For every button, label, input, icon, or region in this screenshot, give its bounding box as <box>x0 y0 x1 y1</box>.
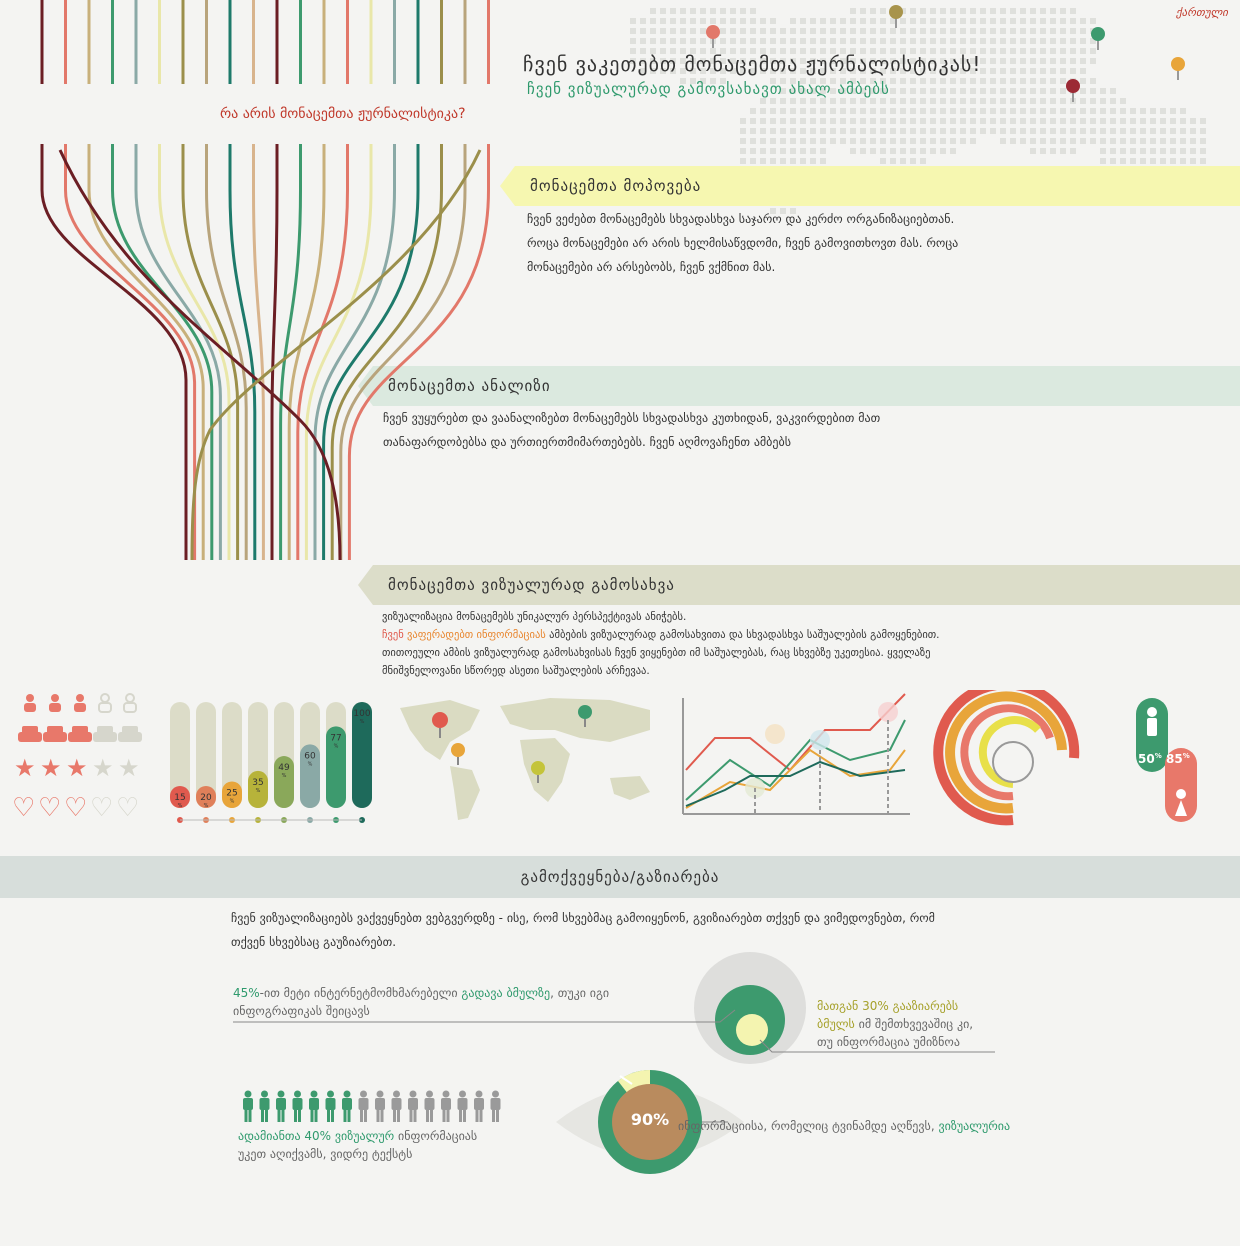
male-percent: 50% <box>1138 752 1162 766</box>
section-collect-title: მონაცემთა მოპოვება <box>530 177 702 195</box>
bar-unit-label: % <box>334 743 339 749</box>
bar-value-label: 15 <box>174 793 185 803</box>
person-icon <box>375 1090 385 1122</box>
person-icon <box>474 1090 484 1122</box>
language-link[interactable]: ქართული <box>1176 6 1228 19</box>
share-intro: ჩვენ ვიზუალიზაციებს ვაქვეყნებთ ვებგვერდზ… <box>231 911 935 949</box>
bar <box>222 781 242 808</box>
section-collect-text: ჩვენ ვეძებთ მონაცემებს სხვადასხვა საჯარო… <box>527 212 959 274</box>
svg-text:♡: ♡ <box>90 793 113 823</box>
bar <box>274 756 294 808</box>
share-header-band <box>0 856 1240 898</box>
page-title: ჩვენ ვაკეთებთ მონაცემთა ჟურნალისტიკას! <box>523 52 982 76</box>
person-icon <box>325 1090 336 1122</box>
percentage-bar-chart: 15%20%25%35%49%60%77%100% <box>170 702 372 823</box>
bar-background <box>196 702 216 808</box>
bar-value-label: 35 <box>252 778 263 788</box>
eye-percent: 90% <box>630 1110 670 1129</box>
bar-value-label: 60 <box>304 751 316 761</box>
right-stat-text: მათგან 30% გააზიარებს ბმულს იმ შემთხვევა… <box>817 999 974 1049</box>
svg-text:★: ★ <box>66 754 88 782</box>
share-graphics <box>233 952 995 1174</box>
person-icon <box>243 1090 253 1122</box>
person-icon <box>490 1090 501 1122</box>
bar-unit-label: % <box>230 799 235 805</box>
bar-background <box>170 702 190 808</box>
bar-value-label: 20 <box>200 793 212 803</box>
bar <box>326 726 346 808</box>
eye-pupil <box>612 1084 688 1160</box>
bar-value-label: 49 <box>278 763 290 773</box>
top-line-block <box>40 0 490 84</box>
band-analysis <box>373 366 1240 406</box>
pictograph-icon-grid: ★ ★ ★ ★ ★ ♡ ♡ ♡ ♡ ♡ <box>12 693 142 823</box>
person-icon <box>408 1090 418 1122</box>
bar <box>248 770 268 808</box>
radial-chart-icon <box>933 690 1080 826</box>
bar-unit-label: % <box>308 761 313 767</box>
people-stat-text: ადამიანთა 40% ვიზუალურ ინფორმაციას უკეთ … <box>238 1129 478 1161</box>
bar <box>300 744 320 808</box>
person-icon <box>309 1090 319 1122</box>
svg-text:♡: ♡ <box>116 793 139 823</box>
bar-unit-label: % <box>282 773 287 779</box>
person-icon <box>424 1090 435 1122</box>
share-title: გამოქვეყნება/გაზიარება <box>520 868 720 886</box>
svg-text:★: ★ <box>40 754 62 782</box>
background-graphics <box>40 0 1240 605</box>
svg-text:♡: ♡ <box>64 793 87 823</box>
svg-text:★: ★ <box>92 754 114 782</box>
section-visual-text: ვიზუალიზაცია მონაცემებს უნიკალურ პერსპექ… <box>382 611 940 677</box>
bar-background <box>222 702 242 808</box>
person-icon <box>342 1090 352 1122</box>
bar-unit-label: % <box>360 719 365 725</box>
svg-text:★: ★ <box>14 754 36 782</box>
person-icon <box>259 1090 270 1122</box>
bar <box>196 786 216 808</box>
svg-text:♡: ♡ <box>12 793 35 823</box>
person-icon <box>441 1090 451 1122</box>
band-collect <box>515 166 1240 206</box>
bar-unit-label: % <box>256 788 261 794</box>
person-icon <box>276 1090 286 1122</box>
section-analysis-title: მონაცემთა ანალიზი <box>388 377 551 395</box>
line-chart-icon <box>682 693 910 815</box>
people-row-icons <box>243 1090 501 1122</box>
page-subtitle: ჩვენ ვიზუალურად გამოვსახავთ ახალ ამბებს <box>527 80 890 98</box>
person-icon <box>391 1090 402 1122</box>
bar-unit-label: % <box>178 803 183 809</box>
bar-value-label: 100 <box>353 709 370 719</box>
female-percent: 85% <box>1166 752 1190 766</box>
section-analysis-text: ჩვენ ვუყურებთ და ვაანალიზებთ მონაცემებს … <box>383 411 881 449</box>
bar <box>170 786 190 808</box>
gender-stat-icon <box>1136 698 1197 822</box>
bar-value-label: 77 <box>330 733 341 743</box>
person-icon <box>358 1090 369 1122</box>
band-visual <box>373 565 1240 605</box>
world-map-icon <box>400 698 650 820</box>
person-icon <box>457 1090 468 1122</box>
eye-stat-text: ინფორმაციისა, რომელიც ტვინამდე აღწევს, ვ… <box>678 1119 1011 1133</box>
inner-circle <box>736 1014 768 1046</box>
left-stat-text: 45%-ით მეტი ინტერნეტმომხმარებელი გადავა … <box>233 986 610 1018</box>
bar-unit-label: % <box>204 803 209 809</box>
line-funnel <box>40 144 490 561</box>
svg-text:♡: ♡ <box>38 793 61 823</box>
bar <box>352 702 372 808</box>
section-visual-title: მონაცემთა ვიზუალურად გამოსახვა <box>388 576 675 594</box>
person-icon <box>292 1090 303 1122</box>
map-pins <box>706 5 1185 102</box>
svg-text:★: ★ <box>118 754 140 782</box>
visualization-icons-row: ★ ★ ★ ★ ★ ♡ ♡ ♡ ♡ ♡ 15%20%25%35%49%60%77%100% <box>12 690 1197 826</box>
question-heading: რა არის მონაცემთა ჟურნალისტიკა? <box>220 106 466 122</box>
bar-value-label: 25 <box>226 789 237 799</box>
